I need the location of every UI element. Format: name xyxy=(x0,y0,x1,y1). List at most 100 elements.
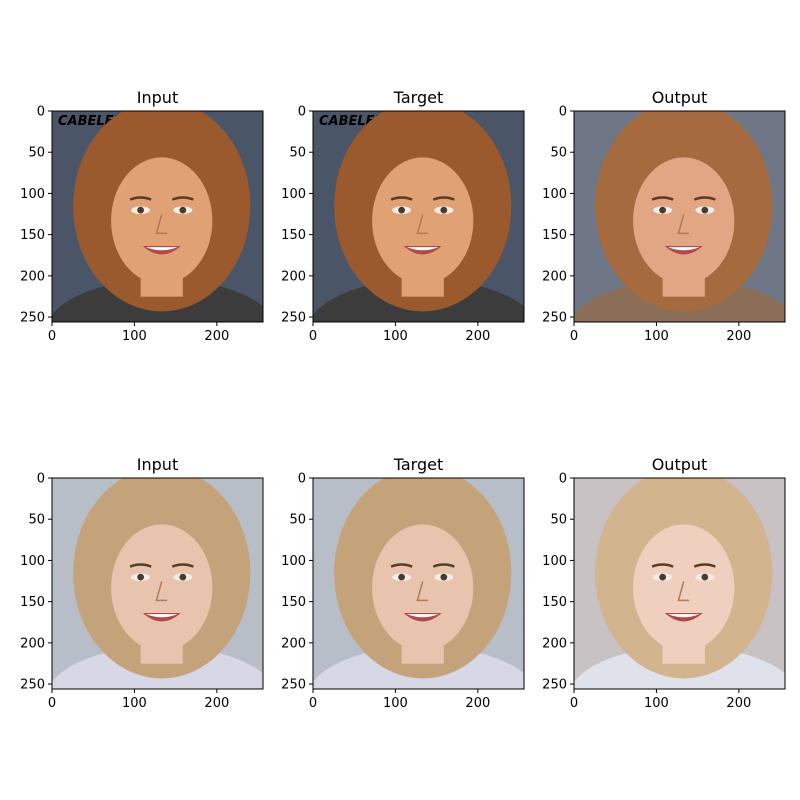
y-tick-label: 250 xyxy=(542,678,567,693)
pupil-icon xyxy=(137,573,144,581)
y-tick-label: 100 xyxy=(542,554,567,569)
y-tick-label: 50 xyxy=(550,513,567,528)
teeth-icon xyxy=(667,247,700,251)
eyebrow-icon xyxy=(693,563,716,568)
x-tick-label: 100 xyxy=(383,696,408,711)
y-tick-label: 250 xyxy=(20,311,45,326)
image-panel-1: Input CABELEIR 0 100 200 0 50 100 150 200 250 xyxy=(20,88,264,344)
x-tick-label: 0 xyxy=(309,696,317,711)
eyebrow-icon xyxy=(390,563,413,568)
image-panel-2: Target CABELEIR 0 100 200 0 50 100 150 200 250 xyxy=(281,88,525,344)
y-tick-label: 200 xyxy=(20,269,45,284)
y-tick-label: 0 xyxy=(559,472,567,487)
y-tick-label: 150 xyxy=(20,595,45,610)
face-shape xyxy=(633,157,735,285)
axes-frame xyxy=(51,477,264,690)
y-tick-label: 250 xyxy=(281,678,306,693)
y-tick-label: 250 xyxy=(20,678,45,693)
x-tick-label: 0 xyxy=(570,329,578,344)
eyebrow-icon xyxy=(693,196,716,201)
y-tick-label: 200 xyxy=(281,269,306,284)
x-tick-label: 100 xyxy=(383,329,408,344)
eyebrow-icon xyxy=(432,196,455,201)
y-tick-label: 0 xyxy=(37,472,45,487)
pupil-icon xyxy=(659,206,666,214)
y-tick-label: 100 xyxy=(281,554,306,569)
teeth-icon xyxy=(406,247,439,251)
eyebrow-icon xyxy=(651,563,674,568)
y-tick-label: 0 xyxy=(37,105,45,120)
panel-title: Input xyxy=(137,455,178,474)
x-tick-label: 0 xyxy=(48,329,56,344)
x-tick-label: 100 xyxy=(644,329,669,344)
x-tick-label: 200 xyxy=(465,696,490,711)
panel-image xyxy=(52,478,263,689)
axes-frame xyxy=(312,110,525,323)
y-tick-label: 150 xyxy=(542,595,567,610)
panel-title: Output xyxy=(652,88,708,107)
pupil-icon xyxy=(701,573,709,581)
eyebrow-icon xyxy=(651,196,674,201)
pupil-icon xyxy=(398,206,405,214)
x-tick-label: 100 xyxy=(122,329,147,344)
y-tick-label: 50 xyxy=(550,146,567,161)
teeth-icon xyxy=(667,614,700,618)
x-tick-label: 200 xyxy=(204,329,229,344)
x-tick-label: 200 xyxy=(465,329,490,344)
eyebrow-icon xyxy=(390,196,413,201)
panel-image: CABELEIR xyxy=(52,111,263,322)
panel-image: CABELEIR xyxy=(313,111,524,322)
eyebrow-icon xyxy=(129,196,152,201)
pupil-icon xyxy=(440,206,448,214)
pupil-icon xyxy=(398,573,405,581)
panel-image xyxy=(574,111,785,322)
y-tick-label: 150 xyxy=(281,595,306,610)
panel-title: Target xyxy=(393,88,444,107)
teeth-icon xyxy=(145,247,178,251)
y-tick-label: 250 xyxy=(542,311,567,326)
panel-image xyxy=(574,478,785,689)
face-shape xyxy=(372,157,474,285)
image-panel-3: Output 0 100 200 0 50 100 150 200 250 xyxy=(542,88,786,344)
y-tick-label: 100 xyxy=(20,554,45,569)
axes-frame xyxy=(312,477,525,690)
image-panel-4: Input 0 100 200 0 50 100 150 200 250 xyxy=(20,455,264,711)
pupil-icon xyxy=(659,573,666,581)
image-panel-6: Output 0 100 200 0 50 100 150 200 250 xyxy=(542,455,786,711)
eyebrow-icon xyxy=(432,563,455,568)
y-tick-label: 100 xyxy=(20,187,45,202)
face-shape xyxy=(111,524,213,652)
y-tick-label: 0 xyxy=(559,105,567,120)
y-tick-label: 100 xyxy=(542,187,567,202)
panel-image xyxy=(313,478,524,689)
pupil-icon xyxy=(179,206,187,214)
nose-icon xyxy=(155,581,167,602)
teeth-icon xyxy=(406,614,439,618)
x-tick-label: 0 xyxy=(570,696,578,711)
y-tick-label: 0 xyxy=(298,105,306,120)
pupil-icon xyxy=(137,206,144,214)
pupil-icon xyxy=(701,206,709,214)
x-tick-label: 200 xyxy=(726,696,751,711)
nose-icon xyxy=(155,214,167,235)
y-tick-label: 50 xyxy=(28,513,45,528)
y-tick-label: 150 xyxy=(20,228,45,243)
y-tick-label: 50 xyxy=(289,513,306,528)
nose-icon xyxy=(416,214,428,235)
x-tick-label: 200 xyxy=(726,329,751,344)
teeth-icon xyxy=(145,614,178,618)
y-tick-label: 250 xyxy=(281,311,306,326)
y-tick-label: 100 xyxy=(281,187,306,202)
eyebrow-icon xyxy=(171,563,194,568)
y-tick-label: 200 xyxy=(542,269,567,284)
y-tick-label: 200 xyxy=(20,636,45,651)
x-tick-label: 100 xyxy=(122,696,147,711)
panel-title: Output xyxy=(652,455,708,474)
eyebrow-icon xyxy=(171,196,194,201)
face-shape xyxy=(633,524,735,652)
eyebrow-icon xyxy=(129,563,152,568)
y-tick-label: 150 xyxy=(542,228,567,243)
nose-icon xyxy=(677,214,689,235)
image-panel-5: Target 0 100 200 0 50 100 150 200 250 xyxy=(281,455,525,711)
x-tick-label: 100 xyxy=(644,696,669,711)
